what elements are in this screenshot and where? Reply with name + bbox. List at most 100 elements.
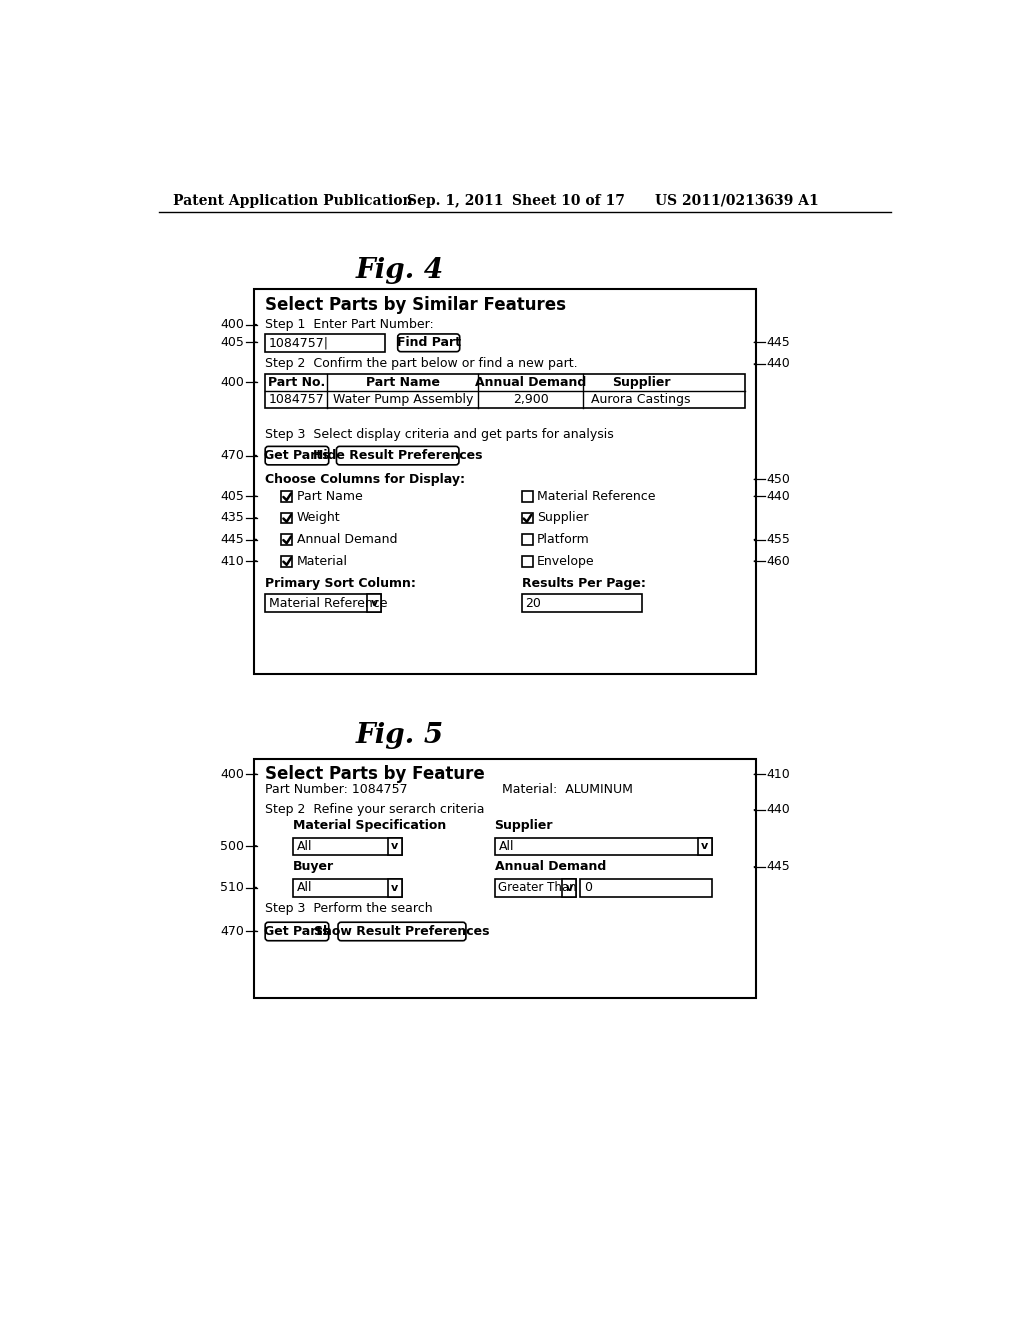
Bar xyxy=(521,535,532,545)
Text: v: v xyxy=(371,598,378,609)
Bar xyxy=(388,879,401,896)
Text: Sep. 1, 2011: Sep. 1, 2011 xyxy=(407,194,504,207)
Text: Envelope: Envelope xyxy=(538,554,595,568)
Bar xyxy=(562,879,575,896)
Bar xyxy=(282,535,292,545)
Text: Material Specification: Material Specification xyxy=(293,818,446,832)
Text: Aurora Castings: Aurora Castings xyxy=(591,393,691,407)
Bar xyxy=(697,837,712,855)
Text: Material Reference: Material Reference xyxy=(538,490,655,503)
Text: Patent Application Publication: Patent Application Publication xyxy=(173,194,413,207)
Text: Part Name: Part Name xyxy=(366,376,439,389)
Text: Annual Demand: Annual Demand xyxy=(297,533,397,546)
Bar xyxy=(368,594,381,612)
Text: 405: 405 xyxy=(220,335,245,348)
Text: Supplier: Supplier xyxy=(538,511,589,524)
Text: v: v xyxy=(391,883,398,892)
Text: v: v xyxy=(701,841,709,851)
Text: 445: 445 xyxy=(220,533,245,546)
Text: Annual Demand: Annual Demand xyxy=(495,861,606,874)
Text: v: v xyxy=(565,883,572,892)
Text: Part No.: Part No. xyxy=(267,376,325,389)
FancyBboxPatch shape xyxy=(265,923,329,941)
Text: Show Result Preferences: Show Result Preferences xyxy=(314,925,489,939)
Bar xyxy=(521,512,532,523)
Bar xyxy=(282,512,292,523)
Text: 460: 460 xyxy=(767,554,791,568)
Text: Water Pump Assembly: Water Pump Assembly xyxy=(333,393,473,407)
Text: 410: 410 xyxy=(767,768,791,781)
Text: Part Name: Part Name xyxy=(297,490,362,503)
Text: Buyer: Buyer xyxy=(293,861,334,874)
Text: 1084757: 1084757 xyxy=(268,393,324,407)
Text: Material:  ALUMINUM: Material: ALUMINUM xyxy=(503,783,633,796)
Text: Choose Columns for Display:: Choose Columns for Display: xyxy=(265,473,465,486)
Text: 470: 470 xyxy=(220,925,245,939)
Text: Get Parts: Get Parts xyxy=(264,449,330,462)
Text: Results Per Page:: Results Per Page: xyxy=(521,577,645,590)
Text: 1084757|: 1084757| xyxy=(269,337,329,350)
Text: 440: 440 xyxy=(767,804,791,816)
Bar xyxy=(282,491,292,502)
Text: All: All xyxy=(297,882,312,895)
Bar xyxy=(265,334,385,351)
Text: 2,900: 2,900 xyxy=(513,393,549,407)
FancyBboxPatch shape xyxy=(338,923,466,941)
Bar xyxy=(521,594,642,612)
Text: 445: 445 xyxy=(767,861,791,874)
Text: Material: Material xyxy=(297,554,348,568)
Text: 405: 405 xyxy=(220,490,245,503)
Text: Fig. 5: Fig. 5 xyxy=(355,722,443,750)
Text: Step 2  Confirm the part below or find a new part.: Step 2 Confirm the part below or find a … xyxy=(265,358,578,371)
Text: 400: 400 xyxy=(220,768,245,781)
Bar xyxy=(521,491,532,502)
Text: 450: 450 xyxy=(767,473,791,486)
Bar xyxy=(293,879,401,896)
Text: Supplier: Supplier xyxy=(611,376,671,389)
Text: Primary Sort Column:: Primary Sort Column: xyxy=(265,577,416,590)
Text: 500: 500 xyxy=(220,840,245,853)
Text: 455: 455 xyxy=(767,533,791,546)
Bar xyxy=(495,879,575,896)
FancyBboxPatch shape xyxy=(265,446,329,465)
Text: Part Number: 1084757: Part Number: 1084757 xyxy=(265,783,408,796)
Text: 445: 445 xyxy=(767,335,791,348)
Text: 0: 0 xyxy=(584,882,592,895)
Text: 440: 440 xyxy=(767,490,791,503)
Text: All: All xyxy=(499,840,514,853)
Text: US 2011/0213639 A1: US 2011/0213639 A1 xyxy=(655,194,819,207)
Text: Hide Result Preferences: Hide Result Preferences xyxy=(313,449,482,462)
Text: 510: 510 xyxy=(220,880,245,894)
Bar xyxy=(254,759,756,998)
Text: Get Parts: Get Parts xyxy=(264,925,330,939)
Text: 410: 410 xyxy=(220,554,245,568)
Text: Step 1  Enter Part Number:: Step 1 Enter Part Number: xyxy=(265,318,434,331)
Bar xyxy=(265,594,381,612)
Text: Sheet 10 of 17: Sheet 10 of 17 xyxy=(512,194,625,207)
Text: Step 3  Perform the search: Step 3 Perform the search xyxy=(265,902,433,915)
Text: Fig. 4: Fig. 4 xyxy=(355,256,443,284)
Bar xyxy=(265,374,744,408)
Text: Select Parts by Feature: Select Parts by Feature xyxy=(265,766,485,783)
Bar xyxy=(580,879,712,896)
Text: Select Parts by Similar Features: Select Parts by Similar Features xyxy=(265,296,566,314)
Text: 435: 435 xyxy=(220,511,245,524)
Text: Supplier: Supplier xyxy=(495,818,553,832)
Bar xyxy=(254,289,756,675)
FancyBboxPatch shape xyxy=(397,334,460,351)
Bar xyxy=(388,837,401,855)
Text: Step 2  Refine your serarch criteria: Step 2 Refine your serarch criteria xyxy=(265,804,484,816)
Text: 400: 400 xyxy=(220,318,245,331)
FancyBboxPatch shape xyxy=(337,446,459,465)
Text: Step 3  Select display criteria and get parts for analysis: Step 3 Select display criteria and get p… xyxy=(265,428,614,441)
Text: All: All xyxy=(297,840,312,853)
Text: 470: 470 xyxy=(220,449,245,462)
Bar xyxy=(282,556,292,566)
Bar xyxy=(521,556,532,566)
Text: Material Reference: Material Reference xyxy=(269,597,387,610)
Text: Greater Than: Greater Than xyxy=(499,882,578,895)
Bar xyxy=(293,837,401,855)
Text: Weight: Weight xyxy=(297,511,341,524)
Text: 440: 440 xyxy=(767,358,791,371)
Text: 20: 20 xyxy=(525,597,542,610)
